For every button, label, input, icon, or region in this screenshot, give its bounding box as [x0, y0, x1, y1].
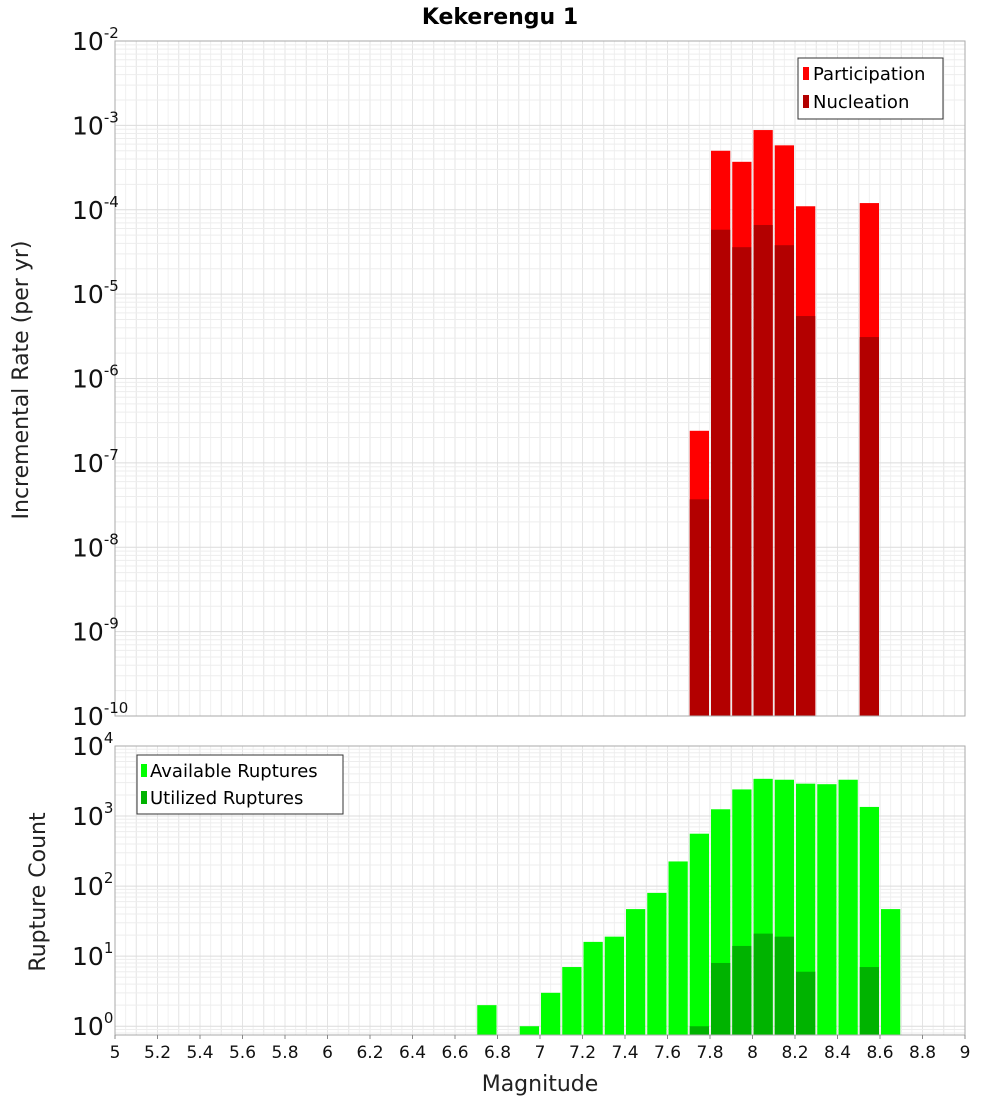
x-tick-label: 7: [535, 1043, 546, 1063]
rate-y-tick-label: 10-8: [72, 530, 119, 562]
x-tick-label: 6: [322, 1043, 333, 1063]
legend-label-utilized: Utilized Ruptures: [150, 788, 303, 809]
count-y-tick-label: 102: [72, 869, 113, 901]
nucleation-bar: [859, 337, 879, 716]
available-ruptures-bar: [647, 892, 667, 1035]
legend-label-nucleation: Nucleation: [813, 92, 909, 113]
nucleation-bar: [753, 224, 773, 716]
x-tick-label: 6.2: [356, 1043, 383, 1063]
rate-panel-grid: [114, 41, 966, 717]
available-ruptures-bar: [668, 861, 688, 1035]
rate-y-tick-label: 10-6: [72, 362, 119, 394]
rupture-legend-box: [136, 754, 344, 815]
rupture-legend: Available Ruptures Utilized Ruptures: [136, 754, 344, 815]
available-ruptures-bar: [519, 1026, 539, 1035]
rate-y-tick-label: 10-2: [72, 24, 119, 56]
x-tick-label: 8.6: [866, 1043, 893, 1063]
utilized-ruptures-bar: [774, 936, 794, 1035]
utilized-ruptures-bar: [753, 933, 773, 1035]
count-y-tick-label: 104: [72, 729, 113, 761]
legend-label-available: Available Ruptures: [150, 761, 318, 782]
rupture-count-panel-bars: [477, 778, 901, 1035]
x-tick-label: 8.8: [909, 1043, 936, 1063]
rupture-count-panel: 100 101 102 103 104 5 5.2 5.4 5.6 5.8 6 6.2 6.4 6.6 6…: [26, 729, 970, 1097]
x-tick-label: 5.2: [144, 1043, 171, 1063]
rupture-count-y-ticks: 100 101 102 103 104: [72, 729, 113, 1041]
legend-swatch-utilized: [141, 791, 147, 804]
available-ruptures-bar: [838, 779, 858, 1035]
nucleation-bar: [711, 229, 731, 717]
x-tick-label: 6.4: [399, 1043, 426, 1063]
available-ruptures-bar: [817, 784, 837, 1035]
legend-label-participation: Participation: [813, 64, 925, 85]
x-tick-label: 5.6: [229, 1043, 256, 1063]
x-tick-label: 9: [960, 1043, 971, 1063]
count-y-tick-label: 100: [72, 1009, 113, 1041]
utilized-ruptures-bar: [689, 1026, 709, 1035]
available-ruptures-bar: [626, 909, 646, 1035]
rate-y-axis-label: Incremental Rate (per yr): [9, 241, 34, 520]
nucleation-bar: [689, 499, 709, 716]
x-tick-label: 5.4: [186, 1043, 213, 1063]
x-tick-label: 7.4: [611, 1043, 638, 1063]
x-tick-label: 8.4: [824, 1043, 851, 1063]
utilized-ruptures-bar: [859, 967, 879, 1035]
x-tick-label: 6.8: [484, 1043, 511, 1063]
rate-panel-frame: [114, 40, 966, 717]
x-tick-label: 8: [747, 1043, 758, 1063]
magnitude-x-ticks: 5 5.2 5.4 5.6 5.8 6 6.2 6.4 6.6 6.8 7 7.2 7.4 7.6 7.8 8…: [110, 1035, 971, 1063]
available-ruptures-bar: [583, 941, 603, 1035]
x-tick-label: 7.2: [569, 1043, 596, 1063]
rate-panel: 10-10 10-9 10-8 10-7 10-6 10-5 10-4 10-3 10-2 In…: [9, 24, 966, 731]
rate-y-tick-label: 10-10: [72, 699, 128, 731]
count-y-axis-label: Rupture Count: [26, 812, 51, 972]
chart-title: Kekerengu 1: [422, 5, 578, 30]
x-tick-label: 8.2: [781, 1043, 808, 1063]
legend-swatch-available: [141, 764, 147, 777]
rate-y-tick-label: 10-9: [72, 615, 119, 647]
available-ruptures-bar: [477, 1005, 497, 1035]
rate-y-tick-label: 10-7: [72, 446, 119, 478]
available-ruptures-bar: [541, 992, 561, 1035]
x-tick-label: 5: [110, 1043, 121, 1063]
rate-legend-box: [797, 57, 944, 120]
x-tick-label: 7.6: [654, 1043, 681, 1063]
utilized-ruptures-bar: [732, 945, 752, 1035]
nucleation-bar: [774, 245, 794, 717]
available-ruptures-bar: [881, 909, 901, 1035]
rate-y-tick-label: 10-3: [72, 108, 119, 140]
rate-legend: Participation Nucleation: [797, 57, 944, 120]
x-axis-label: Magnitude: [482, 1072, 599, 1097]
utilized-ruptures-bar: [796, 971, 816, 1035]
rate-y-tick-label: 10-5: [72, 277, 119, 309]
available-ruptures-bar: [604, 936, 624, 1035]
x-tick-label: 6.6: [441, 1043, 468, 1063]
available-ruptures-bar: [562, 967, 582, 1035]
count-y-tick-label: 101: [72, 939, 113, 971]
rate-panel-bars: [689, 130, 879, 717]
x-tick-label: 5.8: [271, 1043, 298, 1063]
nucleation-bar: [732, 247, 752, 716]
x-tick-label: 7.8: [696, 1043, 723, 1063]
legend-swatch-nucleation: [803, 95, 809, 108]
available-ruptures-bar: [689, 833, 709, 1035]
nucleation-bar: [796, 316, 816, 716]
count-y-tick-label: 103: [72, 799, 113, 831]
utilized-ruptures-bar: [711, 962, 731, 1035]
rate-panel-y-ticks: 10-10 10-9 10-8 10-7 10-6 10-5 10-4 10-3 10-2: [72, 24, 128, 731]
legend-swatch-participation: [803, 67, 809, 80]
rate-y-tick-label: 10-4: [72, 193, 119, 225]
